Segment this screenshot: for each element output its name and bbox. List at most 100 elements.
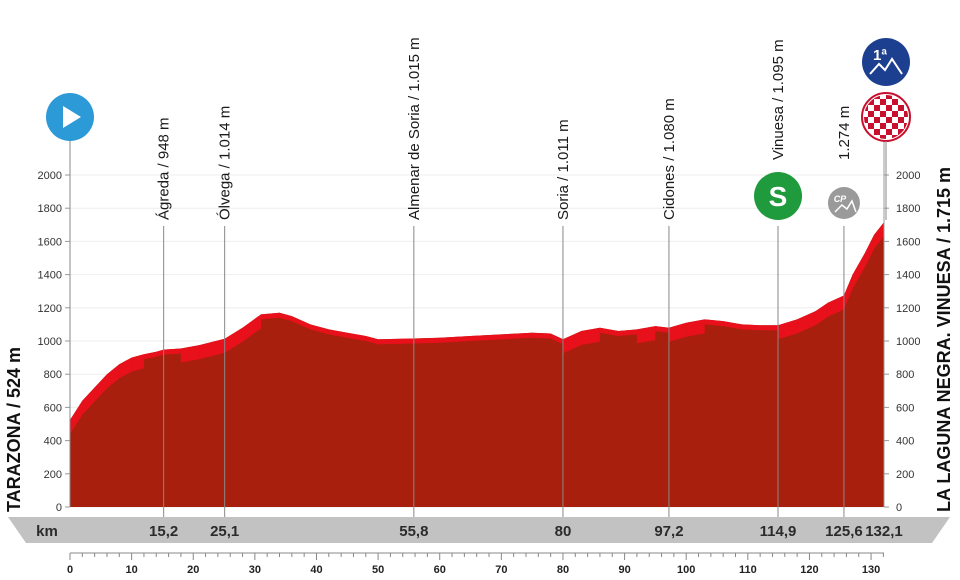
profile-ridge-segment xyxy=(199,338,225,360)
profile-ridge-segment xyxy=(94,374,107,402)
y-axis-right: 0 200 400 600 800 1000 1200 1400 1600 1800 2000 xyxy=(883,140,920,514)
waypoint-km-label: 125,6 xyxy=(825,523,863,540)
checker-square xyxy=(886,95,892,99)
start-name: TARAZONA / 524 m xyxy=(4,347,24,512)
y-tick-label-right: 600 xyxy=(896,402,914,414)
checkpoint-badge-text: CP xyxy=(834,194,847,204)
profile-ridge-segment xyxy=(390,338,414,344)
mountain-icon xyxy=(834,199,857,213)
profile-ridge-segment xyxy=(778,319,798,340)
y-tick-label-left: 1000 xyxy=(38,336,62,348)
x-tick-label: 100 xyxy=(677,564,695,576)
checker-square xyxy=(898,105,904,111)
x-tick-label: 130 xyxy=(862,564,880,576)
y-tick-label-left: 1400 xyxy=(38,270,62,282)
km-label: km xyxy=(36,523,58,540)
profile-ridge-segment xyxy=(119,357,132,379)
y-tick-label-left: 2000 xyxy=(38,170,62,182)
waypoint-km-label: 55,8 xyxy=(399,523,428,540)
x-tick-label: 20 xyxy=(187,564,199,576)
y-tick-label-right: 1600 xyxy=(896,236,920,248)
sprint-badge-text: S xyxy=(769,181,788,212)
profile-ridge-segment xyxy=(470,334,502,341)
x-tick-label: 50 xyxy=(372,564,384,576)
waypoint-label: Soria / 1.011 m xyxy=(555,119,572,220)
checker-square xyxy=(898,129,904,135)
waypoint-km-label: 97,2 xyxy=(654,523,683,540)
y-axis-left: 0 200 400 600 800 1000 1200 1400 1600 1800 2000 xyxy=(38,140,71,514)
waypoint-label: Ágreda / 948 m xyxy=(156,117,173,220)
badges-layer: S CP 1ª xyxy=(46,38,911,507)
y-tick-label-right: 1400 xyxy=(896,270,920,282)
profile-ridge-segment xyxy=(874,222,884,249)
profile-ridge-segment xyxy=(501,332,533,340)
checker-square xyxy=(886,117,892,123)
y-tick-label-right: 2000 xyxy=(896,170,920,182)
profile-ridge-segment xyxy=(797,311,816,334)
y-tick-label-left: 1200 xyxy=(38,303,62,315)
profile-ridge-segment xyxy=(815,302,828,326)
waypoint-lines: Ágreda / 948 m Ólvega / 1.014 m Almenar de… xyxy=(156,37,853,540)
profile-ridge-segment xyxy=(261,312,280,320)
checker-square xyxy=(886,129,892,135)
profile-ridge-segment xyxy=(827,295,844,317)
waypoint-label: Vinuesa / 1.095 m xyxy=(770,39,787,160)
elevation-profile xyxy=(70,222,884,508)
checker-square xyxy=(880,111,886,117)
waypoint-label: Cidones / 1.080 m xyxy=(661,98,678,220)
x-tick-label: 80 xyxy=(557,564,569,576)
profile-ridge-segment xyxy=(704,319,724,327)
finish-name: LA LAGUNA NEGRA. VINUESA / 1.715 m xyxy=(934,167,954,512)
checker-square xyxy=(892,99,898,105)
y-tick-label-right: 800 xyxy=(896,369,914,381)
y-tick-label-left: 600 xyxy=(44,402,62,414)
x-tick-label: 110 xyxy=(739,564,757,576)
y-tick-label-left: 200 xyxy=(44,469,62,481)
checker-square xyxy=(874,129,880,135)
profile-ridge-segment xyxy=(224,327,243,353)
x-tick-label: 40 xyxy=(310,564,322,576)
y-tick-label-right: 0 xyxy=(896,502,902,514)
profile-ridge-segment xyxy=(655,326,669,333)
profile-ridge-segment xyxy=(82,387,95,415)
x-tick-label: 70 xyxy=(495,564,507,576)
profile-ridge-segment xyxy=(636,326,656,344)
y-tick-label-right: 200 xyxy=(896,469,914,481)
profile-ridge-segment xyxy=(741,324,761,331)
profile-ridge-segment xyxy=(242,314,261,342)
profile-ridge-segment xyxy=(156,349,164,357)
profile-ridge-segment xyxy=(180,345,200,363)
distance-band-shape xyxy=(8,517,950,543)
x-tick-label: 30 xyxy=(249,564,261,576)
x-axis: 0 10 20 30 40 50 60 70 80 90 100 110 120 130 xyxy=(67,552,884,576)
y-tick-label-right: 1000 xyxy=(896,336,920,348)
profile-ridge-segment xyxy=(347,332,366,341)
distance-band: km 15,2 25,1 55,8 80 97,2 114,9 125,6 132,1 xyxy=(8,517,950,543)
mountain-icon xyxy=(869,57,903,75)
profile-ridge-segment xyxy=(760,325,778,331)
profile-ridge-segment xyxy=(723,321,742,330)
checker-square xyxy=(880,135,886,139)
y-tick-label-right: 400 xyxy=(896,436,914,448)
y-tick-label-right: 1200 xyxy=(896,303,920,315)
checker-square xyxy=(864,95,868,99)
y-tick-label-right: 1800 xyxy=(896,203,920,215)
profile-ridge-segment xyxy=(843,274,853,310)
checker-square xyxy=(892,135,898,139)
profile-ridge-segment xyxy=(550,333,563,345)
profile-ridge-segment xyxy=(439,336,471,343)
checker-square xyxy=(864,105,868,111)
profile-ridge-segment xyxy=(70,400,83,434)
y-tick-label-left: 400 xyxy=(44,436,62,448)
x-tick-label: 60 xyxy=(434,564,446,576)
x-tick-label: 0 xyxy=(67,564,73,576)
checker-square xyxy=(868,123,874,129)
checker-square xyxy=(874,105,880,111)
profile-ridge-segment xyxy=(686,319,705,337)
waypoint-km-label: 25,1 xyxy=(210,523,239,540)
category-badge-text: 1ª xyxy=(873,47,887,64)
profile-ridge-segment xyxy=(852,253,865,289)
endpoint-labels: TARAZONA / 524 m LA LAGUNA NEGRA. VINUESA… xyxy=(4,167,954,512)
y-tick-label-left: 800 xyxy=(44,369,62,381)
profile-ridge-segment xyxy=(618,329,637,336)
